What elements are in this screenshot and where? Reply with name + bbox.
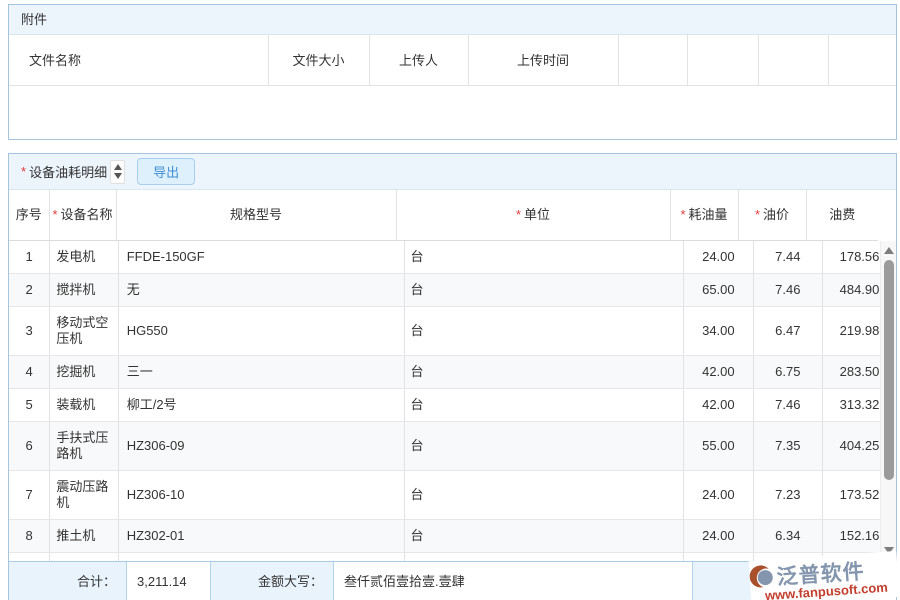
scroll-up-icon[interactable]	[881, 243, 896, 259]
cell-qty[interactable]: 65.00	[683, 273, 754, 307]
cell-price[interactable]: 7.35	[752, 421, 823, 471]
cell-name[interactable]: 震动压路机	[49, 470, 119, 520]
col-file-size: 文件大小	[267, 35, 369, 86]
required-asterisk: *	[21, 164, 27, 179]
cell-name[interactable]: 移动式空压机	[49, 306, 119, 356]
cell-model[interactable]: HZ306-09	[117, 421, 404, 471]
cell-price[interactable]: 7.23	[752, 470, 823, 520]
cell-name[interactable]: 搅拌机	[49, 273, 119, 307]
cell-qty[interactable]: 34.00	[683, 306, 754, 356]
cell-name[interactable]: 手扶式压路机	[49, 421, 119, 471]
cell-model[interactable]: 柳工/2号	[117, 388, 404, 422]
table-row[interactable]: 2 搅拌机 无 台 65.00 7.46 484.90	[9, 273, 896, 307]
col-fuel-qty: * 耗油量	[669, 190, 738, 241]
cell-qty[interactable]: 55.00	[683, 421, 754, 471]
cell-name[interactable]: 发电机	[49, 240, 119, 274]
col-file-name: 文件名称	[9, 35, 268, 86]
col-empty-1	[617, 35, 687, 86]
fuel-panel-title: 设备油耗明细	[29, 165, 108, 180]
fuel-header-row: 序号 * 设备名称 规格型号 * 单位 * 耗油量 * 油价 油费	[9, 190, 878, 241]
cell-qty[interactable]: 24.00	[683, 470, 754, 520]
cell-serial: 8	[9, 519, 50, 553]
amount-words-label: 金额大写：	[210, 561, 333, 600]
col-empty-3	[757, 35, 828, 86]
table-row[interactable]: 6 手扶式压路机 HZ306-09 台 55.00 7.35 404.25	[9, 421, 896, 471]
spinner-down-icon[interactable]	[113, 173, 122, 179]
cell-serial: 5	[9, 388, 50, 422]
col-equipment-name: * 设备名称	[48, 190, 116, 241]
cell-unit[interactable]: 台	[403, 240, 684, 274]
cell-price[interactable]: 7.44	[752, 240, 823, 274]
fuel-rows-viewport: 1 发电机 FFDE-150GF 台 24.00 7.44 178.56 2 搅…	[9, 240, 896, 561]
cell-model[interactable]: HZ306-10	[117, 470, 404, 520]
cell-name[interactable]: 推土机	[49, 519, 119, 553]
vertical-scrollbar[interactable]	[880, 240, 896, 561]
export-button[interactable]: 导出	[137, 158, 196, 185]
table-row[interactable]: 4 挖掘机 三一 台 42.00 6.75 283.50	[9, 355, 896, 389]
scrollbar-thumb[interactable]	[884, 259, 894, 480]
cell-serial: 4	[9, 355, 50, 389]
cell-model[interactable]: 三一	[117, 355, 404, 389]
attachments-empty-body	[9, 85, 896, 139]
cell-model[interactable]: HZ302-01	[117, 519, 404, 553]
col-empty-4	[827, 35, 896, 86]
cell-unit[interactable]: 台	[403, 470, 684, 520]
table-row[interactable]: 1 发电机 FFDE-150GF 台 24.00 7.44 178.56	[9, 240, 896, 274]
cell-unit[interactable]: 台	[403, 306, 684, 356]
sort-spinner[interactable]	[110, 159, 126, 184]
cell-model[interactable]: FFDE-150GF	[117, 240, 404, 274]
scroll-down-icon[interactable]	[881, 543, 896, 559]
cell-unit[interactable]: 台	[403, 355, 684, 389]
attachments-table: 文件名称 文件大小 上传人 上传时间	[9, 35, 896, 86]
cell-unit[interactable]: 台	[403, 388, 684, 422]
cell-price[interactable]: 6.75	[752, 355, 823, 389]
cell-price[interactable]: 6.34	[752, 519, 823, 553]
col-serial: 序号	[9, 190, 49, 241]
cell-name[interactable]: 装载机	[49, 388, 119, 422]
col-fuel-cost: 油费	[805, 190, 878, 241]
attachments-header-row: 文件名称 文件大小 上传人 上传时间	[9, 35, 896, 86]
attachments-panel: 附件 文件名称 文件大小 上传人 上传时间	[8, 4, 897, 140]
cell-price[interactable]: 6.47	[752, 306, 823, 356]
col-empty-2	[686, 35, 758, 86]
fuel-table-body: 1 发电机 FFDE-150GF 台 24.00 7.44 178.56 2 搅…	[9, 240, 896, 561]
spinner-up-icon[interactable]	[113, 164, 122, 170]
cell-qty[interactable]: 42.00	[683, 388, 754, 422]
cell-serial: 3	[9, 306, 50, 356]
col-upload-time: 上传时间	[467, 35, 618, 86]
table-row[interactable]: 8 推土机 HZ302-01 台 24.00 6.34 152.16	[9, 519, 896, 553]
cell-qty[interactable]: 24.00	[683, 240, 754, 274]
cell-serial: 2	[9, 273, 50, 307]
cell-qty[interactable]: 24.00	[683, 519, 754, 553]
table-row[interactable]: 5 装载机 柳工/2号 台 42.00 7.46 313.32	[9, 388, 896, 422]
cell-serial: 1	[9, 240, 50, 274]
cell-serial: 6	[9, 421, 50, 471]
cell-model[interactable]: 无	[117, 273, 404, 307]
vendor-watermark: 泛普软件 www.fanpusoft.com	[748, 550, 900, 600]
fuel-panel-title-bar: * 设备油耗明细 导出	[9, 154, 896, 190]
col-unit: * 单位	[395, 190, 670, 241]
table-row[interactable]: 3 移动式空压机 HG550 台 34.00 6.47 219.98	[9, 306, 896, 356]
cell-unit[interactable]: 台	[403, 519, 684, 553]
cell-unit[interactable]: 台	[403, 421, 684, 471]
fuel-detail-panel: * 设备油耗明细 导出 序号 * 设备名称 规格型号 * 单位 * 耗油量 * 油价 油…	[8, 153, 897, 600]
cell-price[interactable]: 7.46	[752, 273, 823, 307]
cell-serial: 7	[9, 470, 50, 520]
total-value: 3,211.14	[126, 561, 210, 600]
attachments-panel-title: 附件	[9, 5, 896, 35]
cell-price[interactable]: 7.46	[752, 388, 823, 422]
cell-model[interactable]: HG550	[117, 306, 404, 356]
cell-qty[interactable]: 42.00	[683, 355, 754, 389]
amount-words-value: 叁仟贰佰壹拾壹.壹肆	[333, 561, 692, 600]
fanpu-logo-icon	[749, 562, 776, 593]
cell-unit[interactable]: 台	[403, 273, 684, 307]
table-row[interactable]: 7 震动压路机 HZ306-10 台 24.00 7.23 173.52	[9, 470, 896, 520]
col-fuel-price: * 油价	[737, 190, 806, 241]
total-label: 合计：	[9, 561, 126, 600]
fuel-table-header: 序号 * 设备名称 规格型号 * 单位 * 耗油量 * 油价 油费	[9, 190, 878, 241]
cell-name[interactable]: 挖掘机	[49, 355, 119, 389]
col-uploader: 上传人	[368, 35, 468, 86]
col-model: 规格型号	[115, 190, 396, 241]
